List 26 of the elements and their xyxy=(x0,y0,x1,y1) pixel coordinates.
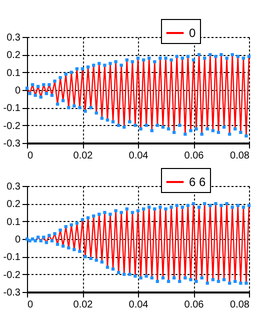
y-tick-label: 0.3 xyxy=(6,182,21,192)
y-tick-label: -0.1 xyxy=(3,252,21,264)
x-tick-label: 0.06 xyxy=(184,300,204,310)
y-tick-label: 0.1 xyxy=(6,216,21,228)
y-tick-label: 0.3 xyxy=(6,32,21,44)
legend-label: 0 xyxy=(189,26,196,40)
x-tick-label: 0 xyxy=(28,150,34,162)
y-tick-label: 0 xyxy=(14,86,21,96)
x-tick-label: 0.04 xyxy=(128,150,149,162)
y-tick-label: 0 xyxy=(14,234,21,246)
legend-label: 6 6 xyxy=(189,175,206,189)
y-tick-label: 0.2 xyxy=(6,199,21,210)
x-tick-label: 0.02 xyxy=(73,300,94,310)
y-tick-label: 0.2 xyxy=(6,50,21,62)
y-tick-label: -0.2 xyxy=(3,270,21,281)
x-tick-label: 0.04 xyxy=(128,300,149,310)
y-tick-label: -0.1 xyxy=(3,103,21,114)
y-tick-label: -0.3 xyxy=(3,138,21,150)
y-tick-label: -0.3 xyxy=(3,288,21,298)
x-tick-label: 0.02 xyxy=(73,150,94,162)
y-tick-label: 0.1 xyxy=(6,68,21,79)
x-tick-label: 0.08 xyxy=(230,300,250,310)
x-tick-label: 0.06 xyxy=(184,150,204,162)
x-tick-label: 0.08 xyxy=(230,150,250,162)
y-tick-label: -0.2 xyxy=(3,120,21,132)
x-tick-label: 0 xyxy=(28,300,34,310)
